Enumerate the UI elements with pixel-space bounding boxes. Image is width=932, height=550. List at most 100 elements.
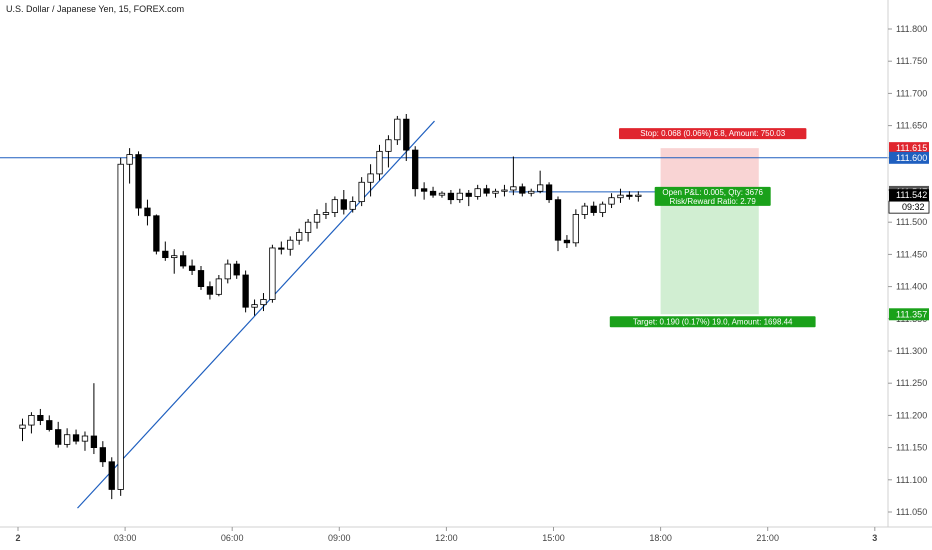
pnl-box [654, 186, 771, 206]
candle [545, 184, 553, 201]
x-tick-label: 12:00 [435, 533, 458, 543]
x-tick-label: 03:00 [114, 533, 137, 543]
candle [206, 286, 214, 295]
candle [554, 199, 562, 241]
candle [55, 429, 62, 445]
candle [617, 194, 624, 199]
candle [108, 461, 115, 490]
candle [572, 214, 579, 244]
y-tick-label: 111.050 [896, 507, 927, 517]
candle [322, 212, 330, 215]
candle [510, 186, 517, 191]
candle [313, 214, 321, 223]
candle [537, 184, 544, 192]
candle [438, 192, 446, 196]
y-tick-label: 111.100 [896, 475, 927, 485]
stop-price-tag-bg [889, 142, 929, 155]
candle [429, 190, 437, 196]
x-tick-label: 15:00 [542, 533, 565, 543]
candle [340, 199, 347, 210]
level-price-tag-bg [889, 151, 929, 164]
trendline[interactable] [77, 120, 435, 509]
candle [608, 197, 615, 205]
candle [456, 192, 463, 201]
candle [162, 250, 169, 259]
countdown-tag: 09:32 [902, 202, 925, 212]
candle [296, 232, 303, 241]
candle [635, 194, 642, 197]
candle [358, 181, 365, 202]
y-tick-label: 111.700 [896, 88, 927, 98]
candle [197, 270, 205, 288]
y-tick-label: 111.200 [896, 410, 927, 420]
x-tick-label: 18:00 [649, 533, 672, 543]
pnl-label: Open P&L: 0.005, Qty: 3676 [662, 188, 763, 197]
candle [117, 163, 124, 490]
candle [403, 118, 410, 151]
candle [153, 215, 160, 252]
chart-title: U.S. Dollar / Japanese Yen, 15, FOREX.co… [6, 4, 185, 14]
x-tick-label: 21:00 [756, 533, 779, 543]
candle [385, 139, 392, 152]
candle [63, 434, 71, 445]
x-tick-label: 3 [872, 533, 877, 543]
candle [376, 150, 383, 175]
target-label-bg [609, 316, 816, 328]
y-tick-label: 111.650 [896, 121, 927, 131]
candle [144, 207, 151, 217]
stop-zone [660, 148, 759, 192]
current-price-tag-bg [889, 189, 929, 202]
target-price-tag-bg [889, 308, 929, 321]
stop-label: Stop: 0.068 (0.06%) 6.8, Amount: 750.03 [640, 129, 786, 138]
candle [81, 435, 89, 442]
candle [260, 299, 267, 306]
level-price-tag: 111.600 [896, 153, 927, 163]
candle [581, 205, 588, 215]
candle [37, 414, 44, 421]
y-tick-label: 111.400 [896, 282, 927, 292]
candle [19, 424, 26, 429]
candle [563, 239, 571, 244]
candle [135, 154, 142, 209]
current-price-tag: 111.542 [896, 190, 927, 200]
y-tick-label: 111.250 [896, 378, 927, 388]
candle [90, 435, 98, 448]
candle [447, 192, 455, 201]
x-tick-label: 09:00 [328, 533, 351, 543]
stop-label-bg [618, 128, 807, 140]
candle [179, 255, 187, 267]
y-tick-label: 111.450 [896, 249, 927, 259]
candle [251, 304, 258, 308]
candle [126, 154, 133, 165]
candle [367, 173, 374, 183]
candle [349, 201, 356, 210]
candle [72, 434, 80, 442]
candle [483, 188, 490, 194]
y-tick-label: 111.800 [896, 24, 927, 34]
candle [278, 247, 285, 250]
candle [465, 192, 472, 197]
candle [287, 239, 294, 250]
rr-label: Risk/Reward Ratio: 2.79 [670, 197, 757, 206]
candle [28, 414, 35, 426]
y-tick-label: 111.750 [896, 56, 927, 66]
candle [171, 255, 178, 259]
candle [528, 190, 535, 194]
candle [269, 247, 276, 300]
target-zone [660, 191, 759, 315]
candle [420, 188, 428, 192]
candle [331, 199, 339, 213]
candle [412, 149, 419, 190]
candle [501, 189, 508, 192]
stop-price-tag: 111.615 [896, 143, 927, 153]
candle [590, 205, 597, 213]
candle [599, 203, 606, 213]
candle [188, 265, 196, 271]
y-tick-label: 111.150 [896, 443, 927, 453]
candle [242, 274, 249, 308]
candle [474, 188, 481, 197]
candle [224, 263, 231, 280]
countdown-tag-bg [888, 200, 930, 214]
candle [394, 118, 401, 141]
